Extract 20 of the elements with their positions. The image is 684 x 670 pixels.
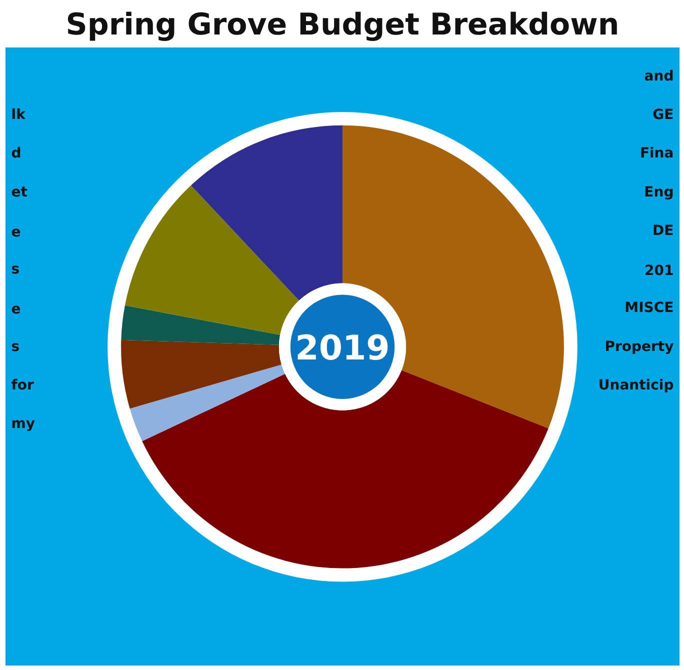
text: MISCE [624,300,674,316]
text: Property [604,338,674,355]
text: and [644,68,674,84]
text: 2019 [295,328,390,368]
text: for [11,377,34,394]
text: Eng [644,184,674,200]
text: d [11,146,22,162]
chart-title: Spring Grove Budget Breakdown [66,8,620,42]
text: GE [652,107,674,124]
text: Unanticip [598,377,674,394]
text: 201 [644,263,674,280]
text: DE [652,222,674,239]
text: my [11,416,35,432]
text: lk [11,107,26,124]
text: s [11,262,20,278]
text: et [11,184,28,200]
text: e [11,224,21,240]
text: Fina [640,146,674,162]
text: e [11,302,21,318]
text: s [11,338,20,355]
